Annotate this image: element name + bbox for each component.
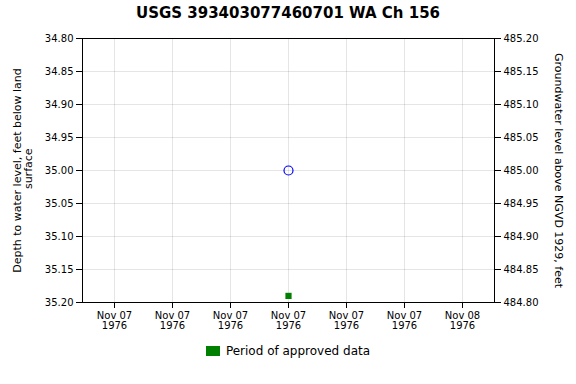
svg-text:35.10: 35.10 bbox=[45, 231, 74, 242]
html-text:USGS 393403077460701 WA Ch 156: USGS 393403077460701 WA Ch 156 bbox=[136, 4, 440, 22]
svg-text:484.85: 484.85 bbox=[504, 264, 539, 275]
svg-text:485.10: 485.10 bbox=[504, 99, 539, 110]
svg-text:485.05: 485.05 bbox=[504, 132, 539, 143]
svg-text:35.15: 35.15 bbox=[45, 264, 74, 275]
svg-text:34.95: 34.95 bbox=[45, 132, 74, 143]
svg-text:484.90: 484.90 bbox=[504, 231, 539, 242]
svg-text:Nov 071976: Nov 071976 bbox=[97, 310, 132, 331]
svg-text:35.05: 35.05 bbox=[45, 198, 74, 209]
svg-text:Nov 071976: Nov 071976 bbox=[329, 310, 364, 331]
svg-text:Nov 071976: Nov 071976 bbox=[387, 310, 422, 331]
svg-text:Nov 071976: Nov 071976 bbox=[155, 310, 190, 331]
svg-text:484.80: 484.80 bbox=[504, 297, 539, 308]
svg-text:Depth to water level, feet bel: Depth to water level, feet below land su… bbox=[11, 68, 35, 273]
svg-text:Nov 081976: Nov 081976 bbox=[445, 310, 480, 331]
svg-text:34.85: 34.85 bbox=[45, 66, 74, 77]
svg-text:Groundwater level above NGVD 1: Groundwater level above NGVD 1929, feet bbox=[552, 53, 565, 289]
svg-text:485.00: 485.00 bbox=[504, 165, 539, 176]
svg-text:35.00: 35.00 bbox=[45, 165, 74, 176]
svg-text:485.20: 485.20 bbox=[504, 33, 539, 44]
html-text:Period of approved data: Period of approved data bbox=[225, 344, 371, 358]
svg-text:Nov 071976: Nov 071976 bbox=[271, 310, 306, 331]
svg-text:484.95: 484.95 bbox=[504, 198, 539, 209]
svg-text:34.80: 34.80 bbox=[45, 33, 74, 44]
svg-text:Nov 071976: Nov 071976 bbox=[213, 310, 248, 331]
svg-text:485.15: 485.15 bbox=[504, 66, 539, 77]
svg-text:34.90: 34.90 bbox=[45, 99, 74, 110]
svg-text:35.20: 35.20 bbox=[45, 297, 74, 308]
